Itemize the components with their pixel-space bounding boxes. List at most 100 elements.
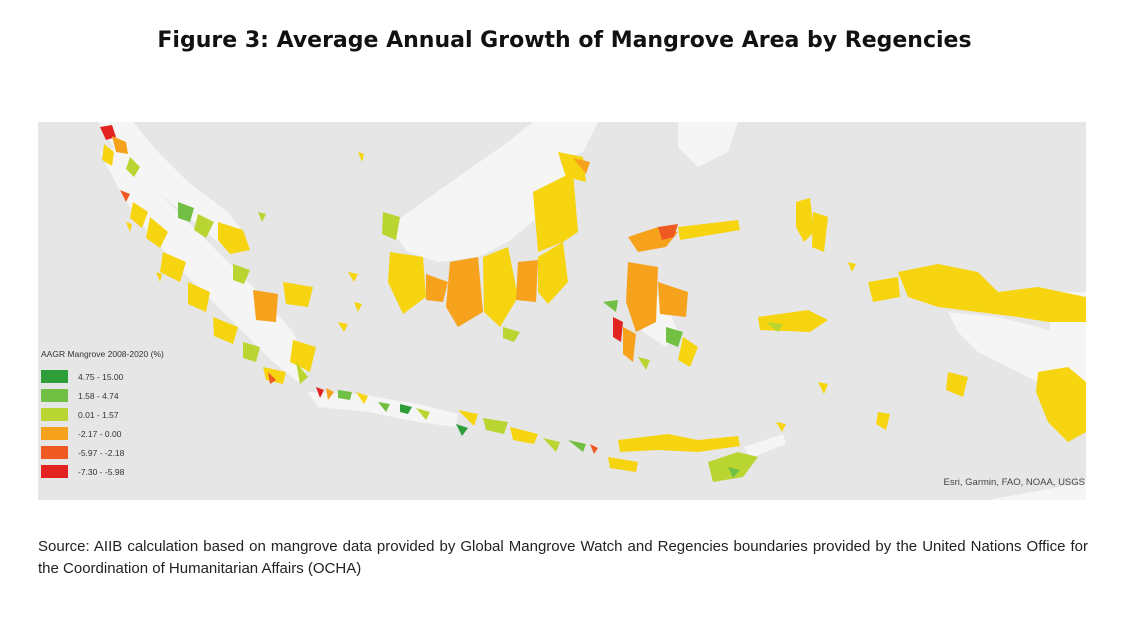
legend-swatch (41, 408, 68, 421)
legend-label: -2.17 - 0.00 (78, 428, 122, 439)
regency (378, 402, 390, 412)
regency (603, 300, 618, 312)
legend-item: 1.58 - 4.74 (41, 386, 201, 405)
regency (268, 372, 276, 384)
regency (608, 457, 638, 472)
regency (483, 247, 518, 327)
map-legend: AAGR Mangrove 2008-2020 (%) 4.75 - 15.00… (41, 349, 201, 481)
north-borneo-land (388, 122, 598, 242)
sumatra-regencies[interactable] (100, 125, 316, 384)
legend-item: 4.75 - 15.00 (41, 367, 201, 386)
map-frame[interactable] (38, 122, 1086, 500)
regency (308, 392, 458, 427)
regency (658, 224, 678, 240)
regency (100, 147, 308, 382)
regency (766, 322, 783, 332)
regency (946, 372, 968, 397)
regency (213, 317, 238, 344)
regency (590, 444, 598, 454)
regency (388, 252, 426, 314)
legend-swatch (41, 370, 68, 383)
regency (426, 274, 448, 302)
regency (100, 125, 116, 140)
regency (382, 212, 400, 240)
regency (626, 262, 658, 332)
kalimantan-regencies[interactable] (382, 152, 590, 342)
regency (130, 202, 148, 228)
legend-item: -2.17 - 0.00 (41, 424, 201, 443)
island (358, 152, 364, 162)
regency (446, 257, 483, 327)
regency (876, 412, 890, 430)
regency (638, 357, 650, 370)
regency (868, 277, 900, 302)
timor-leste-land (744, 434, 786, 458)
regency (233, 264, 250, 284)
island (354, 302, 362, 312)
legend-item: 0.01 - 1.57 (41, 405, 201, 424)
regency (728, 467, 740, 478)
legend-item: -5.97 - -2.18 (41, 443, 201, 462)
island (156, 272, 162, 282)
regency (194, 214, 214, 238)
regency (678, 337, 698, 367)
regency (543, 438, 560, 452)
regency (658, 282, 688, 317)
legend-label: -7.30 - -5.98 (78, 466, 125, 477)
regency (533, 172, 578, 252)
papua-regencies[interactable] (868, 264, 1086, 442)
regency (400, 404, 412, 414)
regency (456, 424, 468, 436)
island (848, 262, 856, 272)
regency (483, 418, 508, 434)
philippines-land (678, 122, 738, 167)
regency (618, 434, 740, 452)
regency (516, 260, 538, 302)
regency (1036, 367, 1086, 442)
regency (338, 390, 352, 400)
regency (283, 282, 313, 307)
regency (568, 440, 586, 452)
figure-title: Figure 3: Average Annual Growth of Mangr… (157, 28, 972, 53)
regency (326, 388, 334, 400)
island (348, 272, 358, 282)
regency (906, 270, 928, 288)
legend-title: AAGR Mangrove 2008-2020 (%) (41, 349, 164, 359)
island (258, 212, 266, 222)
regency (510, 427, 538, 444)
regency (796, 198, 814, 242)
island (126, 222, 132, 232)
legend-swatch (41, 427, 68, 440)
australia-land (988, 482, 1086, 500)
regency (243, 342, 260, 362)
indonesia-map[interactable] (38, 122, 1086, 500)
regency (812, 212, 828, 252)
island (338, 322, 348, 332)
regency (818, 382, 828, 394)
legend-swatch (41, 465, 68, 478)
regency (623, 327, 636, 362)
legend-swatch (41, 389, 68, 402)
source-note: Source: AIIB calculation based on mangro… (38, 538, 1088, 577)
regency (112, 136, 128, 154)
regency (356, 392, 368, 404)
regency (126, 157, 140, 177)
legend-item: -7.30 - -5.98 (41, 462, 201, 481)
regency (120, 190, 130, 202)
regency (898, 264, 1086, 322)
scattered-islands (126, 152, 856, 332)
java-nusatenggara-regencies[interactable] (308, 387, 786, 482)
regency (388, 162, 578, 262)
regency (263, 367, 286, 384)
sulawesi-regencies[interactable] (603, 220, 740, 370)
regency (573, 158, 590, 174)
regency (146, 217, 168, 248)
regency (178, 202, 194, 222)
regency (538, 242, 568, 304)
legend-rows: 4.75 - 15.00 1.58 - 4.74 0.01 - 1.57 -2.17 … (41, 367, 201, 481)
regency (102, 144, 114, 166)
regency (253, 290, 278, 322)
map-credit: Esri, Garmin, FAO, NOAA, USGS (943, 477, 1085, 488)
maluku-regencies[interactable] (758, 198, 968, 430)
regency (218, 222, 250, 254)
